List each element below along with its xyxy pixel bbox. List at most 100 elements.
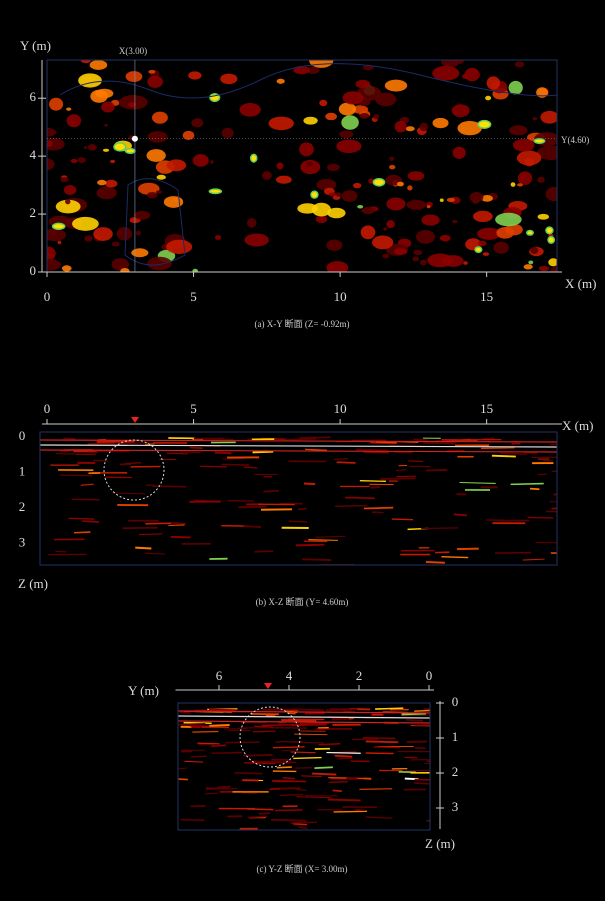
texture-blob [47,158,55,171]
texture-core [545,226,554,235]
x-tick-label: 2 [356,668,363,683]
texture-streak [268,726,307,729]
texture-streak [453,513,467,517]
texture-streak [254,725,273,728]
texture-streak [332,789,342,792]
contour [59,63,557,99]
texture-blob [420,259,427,266]
texture-streak [254,550,274,553]
texture-blob [523,264,533,270]
texture-streak [168,524,185,527]
texture-blob [415,229,436,244]
texture-streak [404,769,430,772]
y-tick-label: 0 [452,694,459,709]
texture-streak [380,477,416,480]
texture-streak [500,452,528,455]
texture-streak [391,518,414,521]
y-tick-label: 2 [30,205,37,220]
plot-frame [39,431,558,566]
texture-streak [55,550,67,553]
texture-core [208,188,223,195]
texture-blob [464,67,480,82]
texture-streak [359,480,386,482]
texture-core [51,222,66,230]
texture-streak [296,543,325,547]
texture-streak [281,719,317,722]
texture-streak [225,741,260,744]
texture-blob [60,177,69,183]
texture-blob [244,233,269,247]
texture-blob [373,113,380,120]
texture-streak [491,454,516,458]
texture-blob [116,227,133,241]
texture-blob [455,60,465,64]
texture-streak [183,721,212,724]
texture-streak [192,730,219,733]
y-tick-label: 3 [452,799,459,814]
texture-blob [192,268,198,272]
texture-blob [407,171,425,181]
texture-blob [493,241,509,254]
texture-streak [184,760,204,763]
texture-blob [516,150,542,166]
texture-blob [49,97,64,111]
texture-blob [537,213,550,220]
y-axis-label: Z (m) [425,836,455,851]
texture-streak [258,812,271,815]
plot-texture [47,60,557,272]
texture-streak [551,507,557,510]
texture-streak [344,496,375,500]
texture-blob [47,137,65,151]
texture-blob [70,158,78,163]
texture-streak [80,483,94,486]
texture-streak [333,810,367,813]
texture-blob [530,246,539,254]
texture-streak [271,818,307,822]
texture-streak [275,809,303,812]
texture-blob [93,227,113,241]
texture-streak [178,767,188,770]
crosshair-point [131,135,138,142]
texture-streak [328,781,348,784]
texture-blob [133,210,151,220]
texture-streak [325,708,358,712]
caption: (b) X-Z 断面 (Y= 4.60m) [256,596,349,607]
texture-blob [147,256,172,271]
texture-blob [477,240,487,247]
texture-streak [362,737,396,740]
x-tick-label: 15 [480,401,493,416]
texture-blob [536,145,557,161]
texture-streak [356,777,372,780]
texture-band [40,449,557,453]
x-tick-label: 0 [44,289,51,304]
texture-blob [63,185,77,196]
texture-streak [327,798,361,802]
texture-streak [414,778,430,781]
texture-streak [365,752,394,755]
texture-band [178,710,430,714]
texture-streak [423,441,456,445]
texture-blob [192,154,209,167]
y-axis-label: Z (m) [18,576,48,591]
texture-streak [405,718,423,722]
texture-blob [311,202,331,217]
texture-blob [372,235,394,250]
texture-blob [538,265,550,272]
texture-streak [296,788,307,791]
texture-blob [512,138,535,152]
texture-blob [550,266,557,272]
texture-blob [146,191,158,199]
texture-blob [131,248,149,258]
texture-streak [113,492,146,495]
texture-streak [74,531,91,534]
texture-blob [55,199,81,214]
y-tick-label: 0 [30,263,37,278]
texture-streak [336,461,356,464]
texture-blob [47,246,56,261]
texture-blob [300,159,321,175]
texture-blob [239,102,261,117]
texture-streak [510,482,544,486]
texture-core [124,147,136,155]
texture-blob [446,197,455,202]
